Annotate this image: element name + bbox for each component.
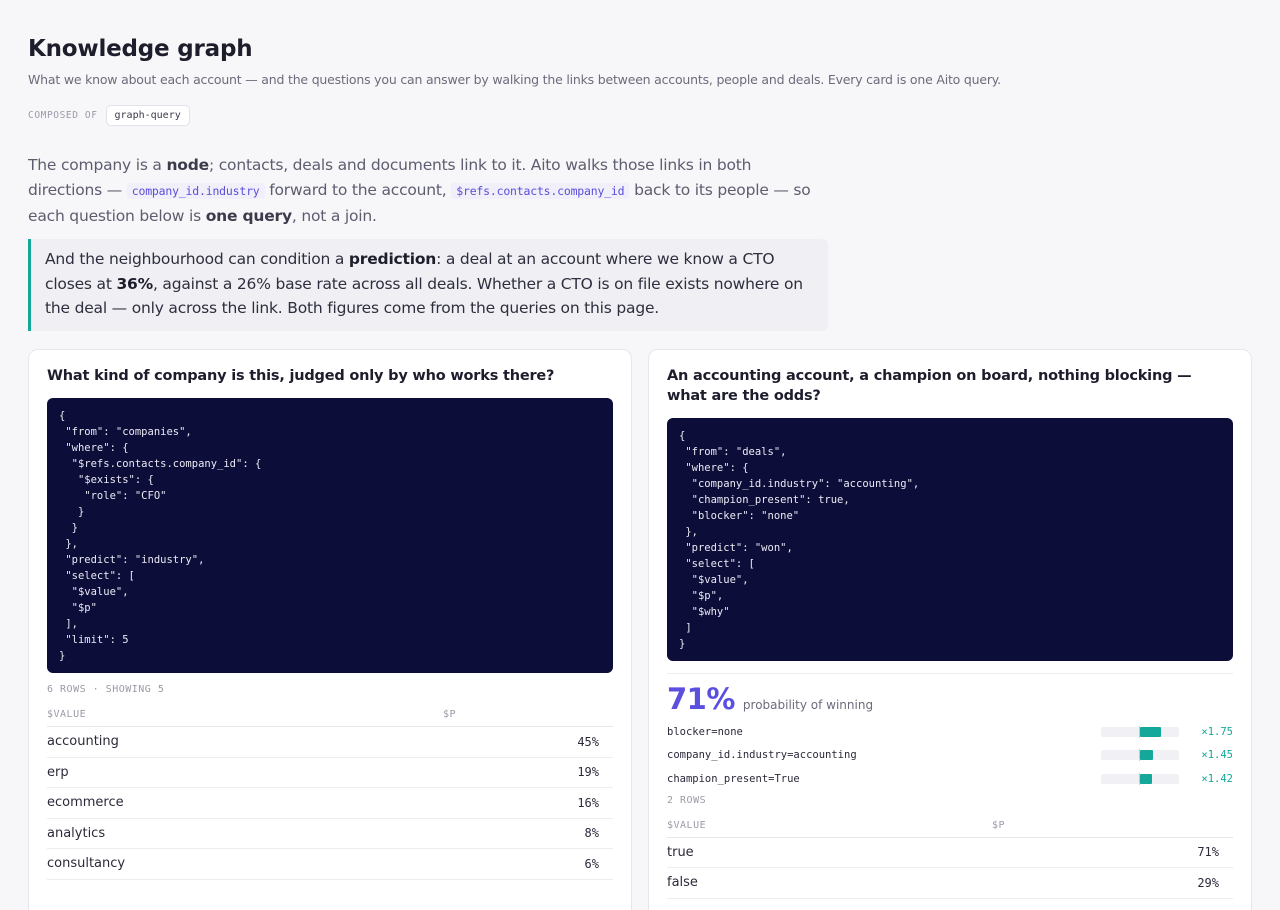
- row-probability: 6%: [443, 848, 613, 880]
- why-lift-fill: [1140, 750, 1153, 761]
- results-table: $VALUE $P accounting 45% erp 19% ecommerce 16…: [47, 709, 613, 880]
- row-value: accounting: [47, 726, 443, 758]
- table-row: consultancy 6%: [47, 848, 613, 880]
- query-card-win-odds: An accounting account, a champion on boa…: [648, 349, 1252, 910]
- col-p-header: $P: [992, 819, 1233, 838]
- callout-bold: prediction: [348, 250, 437, 268]
- graph-query-chip[interactable]: graph-query: [105, 105, 190, 126]
- col-value-header: $VALUE: [667, 819, 992, 838]
- row-value: false: [667, 867, 992, 899]
- why-factor-row: champion_present=True ×1.42: [667, 767, 1233, 791]
- table-row: false 29%: [667, 867, 1233, 899]
- why-lift-value: ×1.45: [1201, 749, 1233, 762]
- why-lift-bar: [1101, 749, 1179, 762]
- why-lift-fill: [1140, 726, 1161, 737]
- query-code-block: { "from": "companies", "where": { "$refs…: [47, 398, 613, 673]
- callout-bold: 36%: [116, 274, 153, 293]
- table-row: analytics 8%: [47, 818, 613, 849]
- why-lift-baseline: [1139, 749, 1140, 762]
- row-value: ecommerce: [47, 787, 443, 819]
- row-probability: 45%: [443, 726, 613, 758]
- table-row: ecommerce 16%: [47, 787, 613, 819]
- table-row: accounting 45%: [47, 726, 613, 758]
- why-factor-name: blocker=none: [667, 725, 743, 738]
- table-row: erp 19%: [47, 757, 613, 788]
- why-lift-value: ×1.75: [1201, 725, 1233, 738]
- row-probability: 71%: [992, 837, 1233, 868]
- callout-text: And the neighbourhood can condition a: [45, 250, 349, 268]
- composed-of-label: COMPOSED OF: [28, 110, 98, 121]
- composed-of: COMPOSED OF graph-query: [28, 105, 190, 126]
- row-probability: 16%: [443, 787, 613, 819]
- intro-text: back to its people — so each question be…: [28, 181, 811, 225]
- why-lift-baseline: [1139, 725, 1140, 738]
- row-probability: 29%: [992, 867, 1233, 899]
- probability-value: 71%: [667, 682, 735, 716]
- why-factor-name: company_id.industry=accounting: [667, 749, 857, 762]
- why-lift-bar: [1101, 772, 1179, 785]
- callout-text: : a deal at an account where we know a C…: [45, 250, 775, 293]
- intro-text: The company is a: [28, 156, 167, 174]
- why-lift-value: ×1.42: [1201, 772, 1233, 785]
- why-factors: blocker=none ×1.75 company_id.industry=acc…: [667, 720, 1233, 791]
- intro-bold: one query: [205, 207, 292, 225]
- why-factor-name: champion_present=True: [667, 772, 800, 785]
- row-value: true: [667, 837, 992, 868]
- results-table: $VALUE $P true 71% false 29%: [667, 819, 1233, 899]
- why-lift-bar: [1101, 725, 1179, 738]
- table-header-row: $VALUE $P: [667, 819, 1233, 838]
- rows-count: 2 ROWS: [667, 794, 707, 806]
- row-value: analytics: [47, 818, 443, 849]
- intro-paragraph: The company is a node; contacts, deals a…: [28, 153, 828, 229]
- table-row: true 71%: [667, 837, 1233, 868]
- page-title: Knowledge graph: [28, 36, 253, 62]
- why-factor-row: blocker=none ×1.75: [667, 720, 1233, 744]
- inline-code: company_id.industry: [126, 183, 265, 199]
- intro-text: forward to the account,: [264, 181, 452, 199]
- rows-count: 6 ROWS · SHOWING 5: [47, 684, 165, 695]
- page-subtitle: What we know about each account — and th…: [28, 72, 1001, 87]
- row-value: consultancy: [47, 848, 443, 880]
- row-probability: 8%: [443, 818, 613, 849]
- intro-text: , not a join.: [291, 207, 377, 225]
- card-question: What kind of company is this, judged onl…: [47, 368, 555, 384]
- col-value-header: $VALUE: [47, 709, 443, 727]
- intro-bold: node: [166, 156, 209, 174]
- row-probability: 19%: [443, 757, 613, 788]
- why-factor-row: company_id.industry=accounting ×1.45: [667, 744, 1233, 768]
- col-p-header: $P: [443, 709, 613, 727]
- query-card-industry: What kind of company is this, judged onl…: [28, 349, 632, 910]
- row-value: erp: [47, 757, 443, 788]
- inline-code: $refs.contacts.company_id: [451, 183, 630, 199]
- probability-summary: 71% probability of winning: [667, 673, 1233, 716]
- query-code-block: { "from": "deals", "where": { "company_i…: [667, 418, 1233, 661]
- probability-label: probability of winning: [742, 698, 874, 712]
- intro-text: ; contacts, deals and documents link to …: [28, 156, 752, 199]
- why-lift-fill: [1140, 773, 1152, 784]
- prediction-callout: And the neighbourhood can condition a pr…: [28, 239, 828, 331]
- why-lift-baseline: [1139, 772, 1140, 785]
- table-header-row: $VALUE $P: [47, 709, 613, 727]
- card-question: An accounting account, a champion on boa…: [667, 368, 1192, 404]
- callout-text: , against a 26% base rate across all dea…: [45, 274, 803, 318]
